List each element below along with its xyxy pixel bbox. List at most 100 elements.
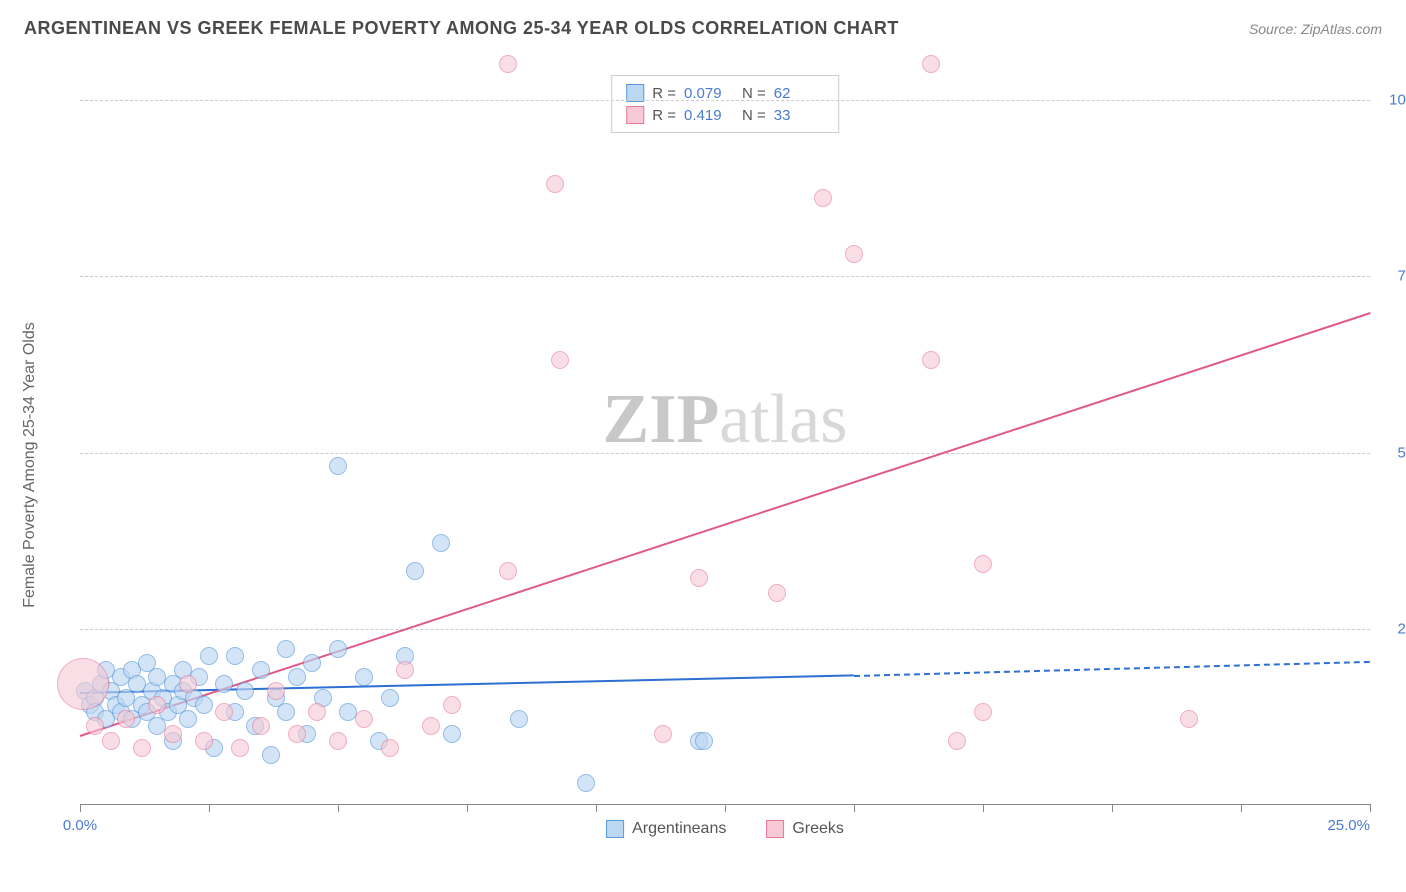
y-tick-label: 50.0%: [1397, 444, 1406, 461]
legend-swatch-icon: [766, 820, 784, 838]
stat-n-label: N =: [742, 107, 766, 124]
trend-line: [80, 312, 1371, 737]
data-point: [236, 682, 254, 700]
data-point: [845, 245, 863, 263]
x-tick: [1112, 804, 1113, 812]
stat-r-label: R =: [652, 107, 676, 124]
data-point: [432, 534, 450, 552]
legend-item-argentineans: Argentineans: [606, 820, 726, 838]
data-point: [381, 739, 399, 757]
data-point: [179, 710, 197, 728]
data-point: [499, 562, 517, 580]
y-axis-label: Female Poverty Among 25-34 Year Olds: [21, 322, 39, 608]
x-tick: [725, 804, 726, 812]
data-point: [215, 703, 233, 721]
data-point: [231, 739, 249, 757]
data-point: [546, 175, 564, 193]
data-point: [396, 661, 414, 679]
y-tick-label: 25.0%: [1397, 620, 1406, 637]
x-tick-label: 0.0%: [63, 817, 97, 834]
x-tick: [467, 804, 468, 812]
stats-row: R =0.419N =33: [626, 104, 824, 126]
data-point: [252, 661, 270, 679]
data-point: [86, 717, 104, 735]
data-point: [267, 682, 285, 700]
legend-swatch-icon: [606, 820, 624, 838]
data-point: [200, 647, 218, 665]
stats-swatch-icon: [626, 106, 644, 124]
data-point: [117, 710, 135, 728]
x-tick: [209, 804, 210, 812]
data-point: [422, 717, 440, 735]
x-tick: [596, 804, 597, 812]
data-point: [252, 717, 270, 735]
data-point: [329, 457, 347, 475]
data-point: [308, 703, 326, 721]
grid-line: [80, 100, 1370, 101]
source-attribution: Source: ZipAtlas.com: [1249, 21, 1382, 37]
data-point: [922, 55, 940, 73]
data-point: [262, 746, 280, 764]
data-point: [329, 640, 347, 658]
trend-line: [854, 661, 1370, 677]
data-point: [551, 351, 569, 369]
data-point: [499, 55, 517, 73]
data-point: [974, 555, 992, 573]
data-point: [510, 710, 528, 728]
x-tick: [1241, 804, 1242, 812]
data-point: [443, 696, 461, 714]
data-point: [133, 739, 151, 757]
data-point: [277, 703, 295, 721]
watermark: ZIPatlas: [603, 380, 848, 460]
data-point: [690, 569, 708, 587]
data-point: [814, 189, 832, 207]
grid-line: [80, 276, 1370, 277]
data-point: [406, 562, 424, 580]
data-point: [948, 732, 966, 750]
stat-r-value: 0.079: [684, 85, 734, 102]
chart-container: Female Poverty Among 25-34 Year Olds ZIP…: [50, 55, 1390, 875]
x-tick: [983, 804, 984, 812]
data-point: [355, 710, 373, 728]
data-point: [57, 658, 109, 710]
data-point: [303, 654, 321, 672]
data-point: [226, 647, 244, 665]
data-point: [102, 732, 120, 750]
legend-label: Argentineans: [632, 820, 726, 838]
plot-area: ZIPatlas R =0.079N =62R =0.419N =33 Arge…: [80, 65, 1370, 805]
stat-r-value: 0.419: [684, 107, 734, 124]
y-tick-label: 100.0%: [1389, 92, 1406, 109]
x-tick: [1370, 804, 1371, 812]
data-point: [195, 696, 213, 714]
data-point: [768, 584, 786, 602]
x-tick-label: 25.0%: [1327, 817, 1370, 834]
legend-item-greeks: Greeks: [766, 820, 844, 838]
legend-label: Greeks: [792, 820, 844, 838]
stat-n-value: 62: [774, 85, 824, 102]
data-point: [577, 774, 595, 792]
y-tick-label: 75.0%: [1397, 268, 1406, 285]
grid-line: [80, 453, 1370, 454]
data-point: [329, 732, 347, 750]
data-point: [164, 725, 182, 743]
data-point: [277, 640, 295, 658]
grid-line: [80, 629, 1370, 630]
x-tick: [338, 804, 339, 812]
data-point: [148, 696, 166, 714]
data-point: [381, 689, 399, 707]
stat-r-label: R =: [652, 85, 676, 102]
data-point: [443, 725, 461, 743]
x-tick: [80, 804, 81, 812]
data-point: [195, 732, 213, 750]
data-point: [179, 675, 197, 693]
data-point: [288, 725, 306, 743]
chart-title: ARGENTINEAN VS GREEK FEMALE POVERTY AMON…: [24, 18, 899, 39]
data-point: [288, 668, 306, 686]
stat-n-label: N =: [742, 85, 766, 102]
data-point: [1180, 710, 1198, 728]
stats-legend-box: R =0.079N =62R =0.419N =33: [611, 75, 839, 133]
data-point: [654, 725, 672, 743]
data-point: [695, 732, 713, 750]
data-point: [215, 675, 233, 693]
data-point: [355, 668, 373, 686]
